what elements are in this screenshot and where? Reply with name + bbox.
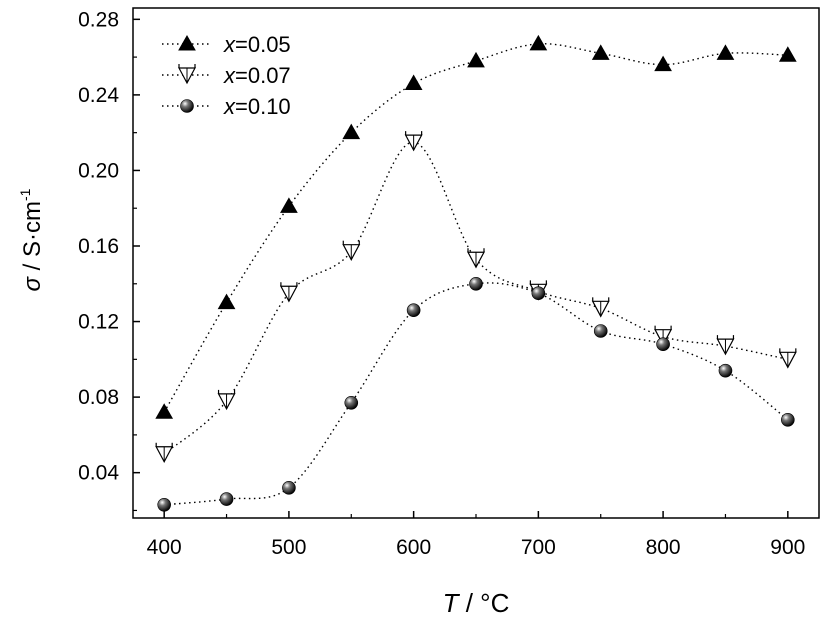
legend-label-variable: x xyxy=(223,94,236,119)
legend-label: x=0.05 xyxy=(223,32,291,57)
y-tick-label: 0.08 xyxy=(78,386,119,409)
x-tick-label: 600 xyxy=(396,536,431,559)
legend: x=0.05x=0.07x=0.10 xyxy=(162,32,291,119)
x-tick-label: 400 xyxy=(147,536,182,559)
series-1-point xyxy=(716,335,735,356)
series-1-point xyxy=(467,248,485,269)
y-tick-label: 0.20 xyxy=(78,159,119,182)
series-1-point xyxy=(404,131,423,152)
series-2-point xyxy=(531,286,546,301)
y-tick-label: 0.04 xyxy=(78,462,119,485)
series-2-point xyxy=(282,480,296,495)
series-1-point xyxy=(342,240,361,261)
legend-marker xyxy=(180,99,194,113)
series-2-point xyxy=(593,324,608,338)
series-2-point xyxy=(157,497,171,512)
series-0-point xyxy=(467,51,485,68)
series-0-point xyxy=(155,403,174,419)
legend-label-value: =0.05 xyxy=(235,32,291,57)
y-tick-label: 0.12 xyxy=(78,311,119,334)
x-tick-label: 700 xyxy=(521,536,556,559)
series-1-point xyxy=(155,442,174,464)
x-axis-label-unit: / °C xyxy=(459,588,510,618)
series-2-point xyxy=(219,492,234,506)
series-line-1 xyxy=(163,141,788,455)
series-0-point xyxy=(654,55,672,72)
series-0-point xyxy=(217,293,236,310)
series-line-2 xyxy=(164,282,789,506)
legend-label-value: =0.07 xyxy=(235,63,291,88)
series-2-point xyxy=(406,303,421,318)
series-2-point xyxy=(469,276,483,291)
y-axis-label-variable: σ xyxy=(19,275,46,291)
series-2-point xyxy=(656,337,670,352)
series-0-point xyxy=(342,123,361,140)
x-axis-ticks: 400 500 600 700 800 900 xyxy=(147,511,805,559)
y-axis-ticks: 0.04 0.08 0.12 0.16 0.20 0.24 0.28 xyxy=(78,8,140,512)
series-2-point xyxy=(344,395,359,410)
series-0-point xyxy=(716,44,735,60)
y-axis-label-exponent: -1 xyxy=(17,188,33,201)
y-axis-label-unit: / S·cm xyxy=(19,201,46,277)
series-1-point xyxy=(279,282,298,303)
legend-label: x=0.10 xyxy=(223,94,291,119)
legend-label-variable: x xyxy=(223,32,236,57)
series-0-point xyxy=(778,46,797,62)
x-tick-label: 500 xyxy=(271,536,306,559)
legend-label-variable: x xyxy=(223,63,236,88)
series-0-point xyxy=(404,74,423,91)
x-axis-label-variable: T xyxy=(443,588,461,618)
series-1-point xyxy=(217,389,236,411)
y-axis-label: σ / S·cm-1 xyxy=(17,188,46,291)
series-1-point xyxy=(591,297,610,318)
legend-label-value: =0.10 xyxy=(235,94,291,119)
legend-label: x=0.07 xyxy=(223,63,291,88)
x-tick-label: 800 xyxy=(646,536,681,559)
series-0-point xyxy=(591,44,610,60)
series-0-point xyxy=(529,34,548,51)
series-0-point xyxy=(280,197,298,213)
y-tick-label: 0.28 xyxy=(78,8,119,31)
y-tick-label: 0.24 xyxy=(78,84,119,107)
x-tick-label: 900 xyxy=(770,536,805,559)
legend-marker xyxy=(178,64,196,85)
series-2-point xyxy=(718,363,733,378)
series-2-point xyxy=(781,412,795,427)
y-tick-label: 0.16 xyxy=(78,235,119,258)
x-axis-label: T / °C xyxy=(443,588,510,618)
legend-marker xyxy=(178,34,196,51)
series-1-point xyxy=(778,348,797,369)
series-markers xyxy=(155,34,797,512)
